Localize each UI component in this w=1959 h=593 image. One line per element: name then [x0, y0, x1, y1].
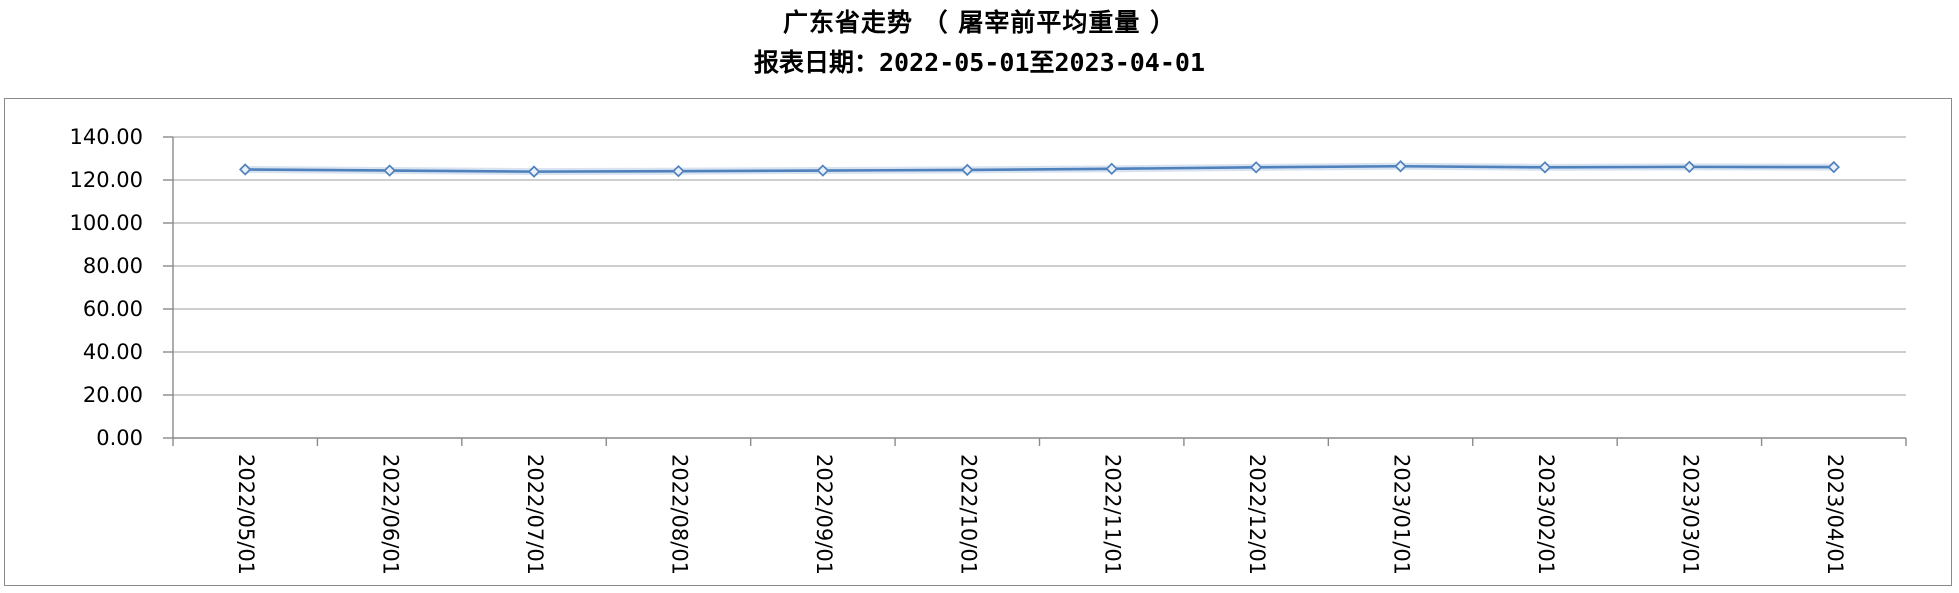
x-axis-label: 2023/01/01	[1390, 454, 1414, 575]
y-axis-label: 0.00	[96, 426, 143, 450]
x-axis-label: 2023/02/01	[1534, 454, 1558, 575]
y-axis-label: 140.00	[70, 125, 143, 149]
chart-title: 广东省走势 （ 屠宰前平均重量 ）	[782, 8, 1177, 37]
data-point-marker	[672, 164, 685, 178]
x-axis-label: 2022/09/01	[812, 454, 836, 575]
trend-line-chart: 0.00 20.00 40.00 60.00 80.00 100.00 120.00 140.…	[70, 125, 1907, 575]
data-point-marker	[1538, 161, 1552, 174]
x-axis-label: 2022/06/01	[379, 454, 403, 575]
data-point-marker	[1683, 160, 1696, 174]
series-line	[243, 164, 1836, 173]
y-axis-label: 60.00	[83, 297, 143, 321]
x-axis-label: 2022/12/01	[1245, 454, 1269, 575]
y-axis-label: 120.00	[70, 168, 143, 192]
x-axis-label: 2022/08/01	[667, 454, 691, 575]
data-point-marker	[816, 164, 830, 177]
y-axis-label: 20.00	[83, 383, 143, 407]
data-point-marker	[961, 163, 974, 177]
data-point-marker	[239, 163, 252, 176]
chart-frame: 0.00 20.00 40.00 60.00 80.00 100.00 120.00 140.…	[4, 98, 1952, 586]
x-axis-label: 2022/10/01	[956, 454, 980, 575]
data-point-marker	[383, 164, 396, 177]
data-point-marker	[1249, 161, 1263, 174]
data-point-marker	[1827, 160, 1840, 174]
data-point-marker	[1394, 160, 1407, 173]
data-point-marker	[1105, 162, 1118, 176]
x-axis-label: 2022/11/01	[1101, 454, 1125, 575]
y-axis-label: 40.00	[83, 340, 143, 364]
x-axis-label: 2022/05/01	[234, 454, 258, 575]
y-axis-label: 100.00	[70, 211, 143, 235]
x-axis-label: 2022/07/01	[523, 454, 547, 575]
data-point-marker	[527, 165, 541, 178]
x-axis-label: 2023/03/01	[1678, 454, 1702, 575]
y-axis-label: 80.00	[83, 254, 143, 278]
chart-subtitle: 报表日期：2022-05-01至2023-04-01	[753, 48, 1206, 77]
x-axis-label: 2023/04/01	[1823, 454, 1847, 575]
